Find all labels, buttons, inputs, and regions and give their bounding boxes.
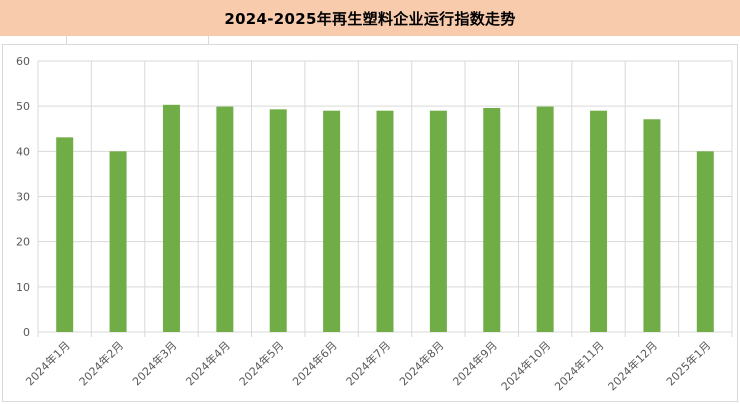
bar: [162, 104, 180, 332]
bar: [536, 106, 554, 332]
x-tick-label: 2024年11月: [552, 338, 607, 393]
x-tick-label: 2024年6月: [290, 338, 340, 388]
sheet-gridline: [66, 36, 67, 44]
y-tick-label: 10: [16, 281, 30, 294]
bar: [429, 110, 447, 332]
bar: [323, 110, 341, 332]
x-tick-label: 2024年7月: [343, 338, 393, 388]
x-tick-label: 2024年9月: [450, 338, 500, 388]
sheet-gridline: [208, 36, 209, 44]
x-tick-label: 2024年1月: [23, 338, 73, 388]
bar: [109, 151, 127, 332]
x-tick-label: 2024年5月: [236, 338, 286, 388]
y-tick-label: 60: [16, 55, 30, 68]
y-tick-label: 50: [16, 100, 30, 113]
bar: [56, 137, 74, 332]
bar: [483, 107, 501, 333]
y-tick-label: 0: [23, 326, 30, 339]
title-bar: 2024-2025年再生塑料企业运行指数走势: [0, 0, 740, 36]
x-tick-label: 2024年4月: [183, 338, 233, 388]
x-tick-label: 2025年1月: [663, 338, 713, 388]
x-tick-label: 2024年8月: [396, 338, 446, 388]
x-tick-label: 2024年10月: [498, 338, 553, 393]
y-tick-label: 30: [16, 191, 30, 204]
bar: [590, 110, 608, 332]
bar: [269, 109, 287, 332]
x-tick-label: 2024年12月: [605, 338, 660, 393]
bar: [696, 151, 714, 332]
x-tick-label: 2024年2月: [76, 338, 126, 388]
bar: [376, 110, 394, 332]
bar: [643, 119, 661, 332]
y-tick-label: 20: [16, 236, 30, 249]
y-tick-label: 40: [16, 145, 30, 158]
x-tick-label: 2024年3月: [129, 338, 179, 388]
chart-title: 2024-2025年再生塑料企业运行指数走势: [224, 9, 516, 28]
bar: [216, 106, 234, 332]
